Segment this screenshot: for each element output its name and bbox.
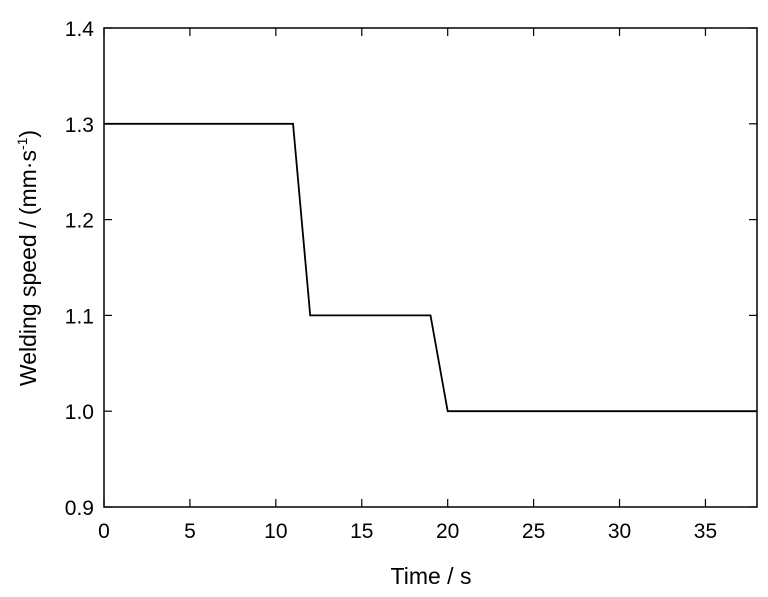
x-tick-label: 5 (184, 520, 196, 543)
x-tick-label: 10 (264, 520, 287, 543)
y-axis-title: Welding speed / (mm·s-1) (14, 130, 41, 386)
x-tick-label: 35 (694, 520, 717, 543)
y-tick-label: 1.1 (65, 305, 94, 328)
series-layer (104, 122, 757, 413)
y-tick-label: 1.4 (65, 18, 95, 41)
x-tick-label: 15 (350, 520, 373, 543)
x-axis-title: Time / s (391, 563, 472, 589)
x-tick-label: 30 (608, 520, 631, 543)
y-axis-title-close: ) (15, 130, 41, 138)
y-axis-title-main: Welding speed / (mm·s (15, 150, 41, 386)
y-axis: 0.9 1.0 1.1 1.2 1.3 1.4 (65, 18, 757, 520)
x-tick-label: 25 (522, 520, 545, 543)
y-tick-label: 1.2 (65, 210, 94, 233)
x-tick-label: 0 (98, 520, 110, 543)
x-tick-label: 20 (436, 520, 459, 543)
y-tick-label: 1.3 (65, 114, 94, 137)
y-tick-label: 0.9 (65, 497, 94, 520)
series-line-0 (104, 122, 757, 413)
x-axis: 0 5 10 15 20 25 30 35 (98, 28, 717, 543)
y-tick-label: 1.0 (65, 401, 94, 424)
plot-frame (103, 27, 758, 508)
y-axis-title-superscript: -1 (14, 137, 30, 150)
